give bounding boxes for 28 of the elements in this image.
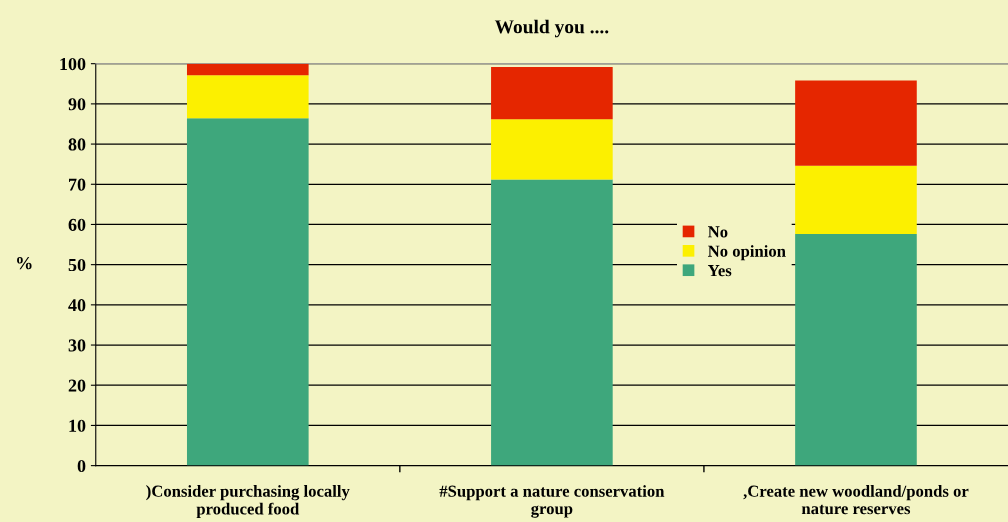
bar	[186, 75, 309, 119]
y-tick-label: 70	[69, 178, 86, 191]
x-tick-label: ,Create new woodland/ponds or nature reserves	[743, 485, 969, 515]
bar	[491, 66, 613, 120]
x-tick-label: )Consider purchasing locally produced food	[146, 485, 350, 518]
bar	[186, 118, 309, 466]
chart-title: Would you ....	[494, 19, 609, 38]
y-tick-label: 90	[68, 98, 86, 111]
legend-label: No opinion	[708, 245, 786, 261]
bar	[186, 63, 309, 76]
y-tick-label: 80	[68, 138, 86, 151]
legend-label: Yes	[707, 265, 732, 277]
y-tick-label: 10	[69, 419, 86, 432]
y-axis-title: %	[17, 256, 32, 270]
bar	[795, 165, 917, 235]
y-tick-label: 0	[77, 459, 86, 473]
bar	[795, 234, 917, 466]
y-tick-label: 30	[68, 339, 86, 352]
y-tick-label: 60	[68, 218, 86, 231]
x-tick-label: #Support a nature conservation group	[439, 485, 665, 518]
bar	[491, 119, 613, 180]
y-tick-label: 50	[68, 258, 86, 272]
y-tick-label: 100	[60, 57, 86, 71]
bar	[795, 80, 917, 166]
bar	[491, 179, 613, 466]
y-tick-label: 40	[68, 299, 86, 312]
y-tick-label: 20	[68, 379, 86, 392]
legend-label: No	[708, 226, 728, 238]
